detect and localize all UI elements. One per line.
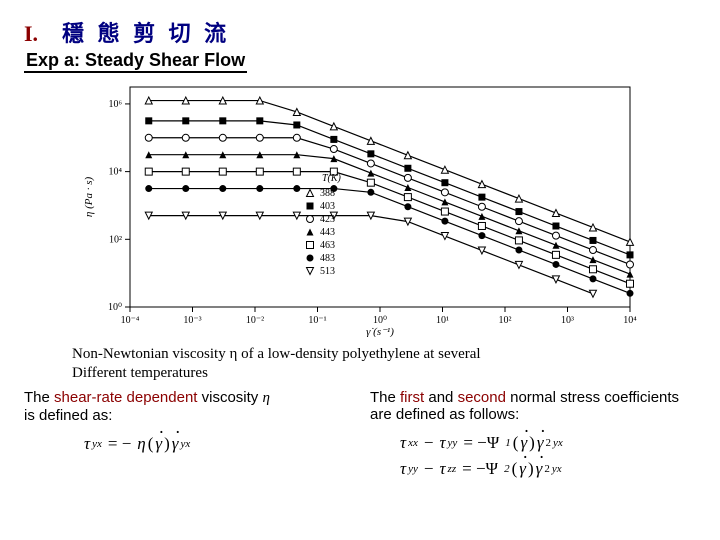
svg-text:403: 403 xyxy=(320,201,335,212)
left-column-text: The shear-rate dependent viscosity η is … xyxy=(24,389,350,485)
right-hl1: first xyxy=(400,389,424,406)
svg-text:10⁻⁴: 10⁻⁴ xyxy=(121,315,140,326)
svg-text:513: 513 xyxy=(320,266,335,277)
svg-text:423: 423 xyxy=(320,214,335,225)
svg-text:10⁴: 10⁴ xyxy=(623,315,637,326)
svg-text:10²: 10² xyxy=(109,234,122,245)
svg-text:10¹: 10¹ xyxy=(436,315,449,326)
svg-text:10⁴: 10⁴ xyxy=(109,167,123,178)
svg-text:10⁶: 10⁶ xyxy=(109,99,123,110)
equation-2b: τyy − τzz = −Ψ2 (γ) γ2yx xyxy=(400,459,696,479)
section-title-cn: 穩 態 剪 切 流 xyxy=(62,16,230,48)
right-column-text: The first and second normal stress coeff… xyxy=(370,389,696,485)
svg-text:10³: 10³ xyxy=(561,315,574,326)
left-post: is defined as: xyxy=(24,407,112,424)
section-subtitle: Exp a: Steady Shear Flow xyxy=(24,50,247,73)
caption-line2: Different temperatures xyxy=(72,365,208,381)
equation-1: τyx = − η (γ) γyx xyxy=(84,434,350,454)
svg-text:10²: 10² xyxy=(499,315,512,326)
svg-text:483: 483 xyxy=(320,253,335,264)
svg-text:388: 388 xyxy=(320,188,335,199)
section-roman: I. xyxy=(24,21,38,47)
svg-text:η (Pa · s): η (Pa · s) xyxy=(83,177,95,218)
svg-text:10⁻²: 10⁻² xyxy=(246,315,264,326)
svg-text:γ̇ (s⁻¹): γ̇ (s⁻¹) xyxy=(366,326,394,337)
left-mid: viscosity xyxy=(197,389,262,406)
svg-text:463: 463 xyxy=(320,240,335,251)
equation-2a: τxx − τyy = −Ψ1 (γ) γ2yx xyxy=(400,433,696,453)
left-highlight: shear-rate dependent xyxy=(54,389,197,406)
right-pre: The xyxy=(370,389,400,406)
left-pre: The xyxy=(24,389,54,406)
eta-symbol: η xyxy=(262,390,269,406)
svg-text:10⁰: 10⁰ xyxy=(373,315,387,326)
svg-text:10⁻³: 10⁻³ xyxy=(183,315,201,326)
right-hl2: second xyxy=(458,389,506,406)
svg-text:10⁻¹: 10⁻¹ xyxy=(308,315,326,326)
svg-text:443: 443 xyxy=(320,227,335,238)
right-mid1: and xyxy=(424,389,457,406)
svg-text:10⁰: 10⁰ xyxy=(108,302,122,313)
svg-text:T(K): T(K) xyxy=(322,173,342,184)
caption-line1: Non-Newtonian viscosity η of a low-densi… xyxy=(72,346,481,362)
chart-caption: Non-Newtonian viscosity η of a low-densi… xyxy=(72,345,696,383)
viscosity-chart: 10⁻⁴ 10⁻³ 10⁻² 10⁻¹ 10⁰ 10¹ 10² 10³ 10⁴ 10⁰ 10² 10⁴… xyxy=(80,77,640,337)
